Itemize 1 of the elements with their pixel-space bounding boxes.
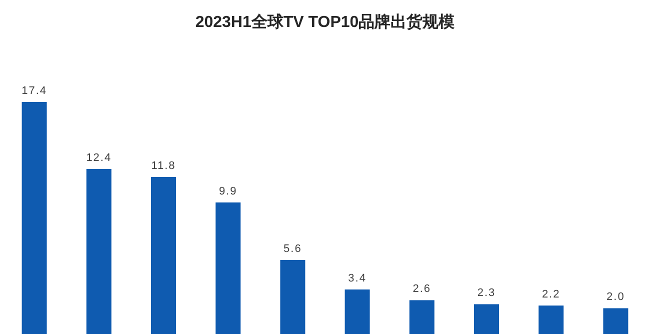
title: 2023H1全球TV TOP10品牌出货规模 [195, 14, 455, 31]
